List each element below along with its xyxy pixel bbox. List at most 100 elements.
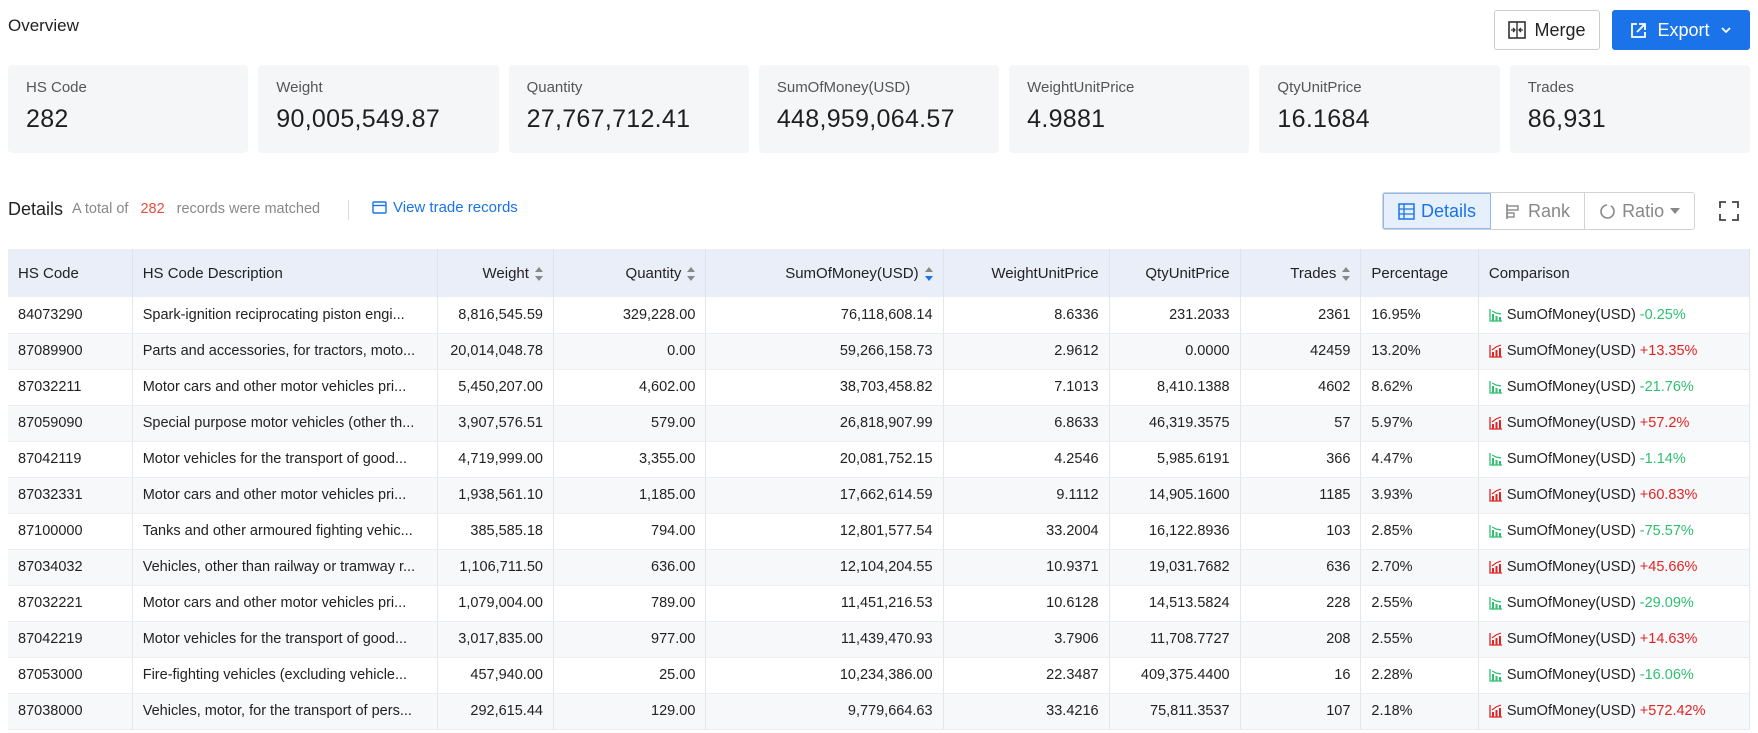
cell-sum-of-money: 12,801,577.54 (705, 513, 944, 550)
tab-rank[interactable]: Rank (1491, 193, 1586, 229)
view-trade-records-link[interactable]: View trade records (372, 199, 518, 216)
cell-weight: 20,014,048.78 (437, 333, 554, 370)
table-header-row: HS Code HS Code Description Weight Quant… (8, 249, 1751, 297)
cell-description: Motor cars and other motor vehicles pri.… (132, 477, 438, 514)
card-label: HS Code (26, 79, 87, 96)
comparison-change: -75.57% (1639, 523, 1694, 539)
details-bar: Details A total of 282 records were matc… (8, 192, 1750, 232)
cell-hs-code: 87032221 (8, 585, 133, 622)
col-weight-unit-price: WeightUnitPrice (943, 249, 1110, 297)
cell-comparison[interactable]: SumOfMoney(USD) +13.35% (1478, 333, 1751, 370)
cell-weight-unit-price: 4.2546 (943, 441, 1110, 478)
cell-comparison[interactable]: SumOfMoney(USD) -1.14% (1478, 441, 1751, 478)
table-row[interactable]: 87042219 Motor vehicles for the transport… (8, 621, 1751, 658)
comparison-change: +57.2% (1639, 415, 1690, 431)
cell-quantity: 794.00 (553, 513, 707, 550)
cell-percentage: 2.55% (1360, 585, 1479, 622)
cell-weight-unit-price: 22.3487 (943, 657, 1110, 694)
tab-ratio[interactable]: Ratio (1585, 193, 1695, 229)
sort-icon[interactable] (1342, 266, 1351, 281)
cell-qty-unit-price: 5,985.6191 (1109, 441, 1241, 478)
merge-icon (1508, 21, 1527, 39)
table-row[interactable]: 87032211 Motor cars and other motor vehic… (8, 369, 1751, 406)
cell-comparison[interactable]: SumOfMoney(USD) -29.09% (1478, 585, 1751, 622)
cell-qty-unit-price: 14,513.5824 (1109, 585, 1241, 622)
cell-hs-code: 87059090 (8, 405, 133, 442)
cell-comparison[interactable]: SumOfMoney(USD) -16.06% (1478, 657, 1751, 694)
col-trades[interactable]: Trades (1240, 249, 1362, 297)
col-weight[interactable]: Weight (437, 249, 554, 297)
col-sum-of-money[interactable]: SumOfMoney(USD) (705, 249, 944, 297)
cell-trades: 208 (1240, 621, 1362, 658)
cell-comparison[interactable]: SumOfMoney(USD) -21.76% (1478, 369, 1751, 406)
card-label: Quantity (526, 79, 583, 96)
card-label: Trades (1527, 79, 1574, 96)
export-button[interactable]: Export (1612, 10, 1750, 50)
tab-rank-label: Rank (1528, 200, 1571, 221)
cell-comparison[interactable]: SumOfMoney(USD) -75.57% (1478, 513, 1751, 550)
cell-comparison[interactable]: SumOfMoney(USD) +60.83% (1478, 477, 1751, 514)
cell-quantity: 579.00 (553, 405, 707, 442)
sort-icon[interactable] (534, 266, 543, 281)
cell-weight-unit-price: 10.9371 (943, 549, 1110, 586)
card-value: 448,959,064.57 (776, 105, 955, 133)
overview-card: Quantity 27,767,712.41 (508, 65, 749, 153)
trend-down-icon (1489, 669, 1502, 682)
comparison-change: +60.83% (1639, 487, 1698, 503)
table-row[interactable]: 87034032 Vehicles, other than railway or … (8, 549, 1751, 586)
table-row[interactable]: 87053000 Fire-fighting vehicles (excludin… (8, 657, 1751, 694)
table-row[interactable]: 84073290 Spark-ignition reciprocating pis… (8, 297, 1751, 334)
cell-hs-code: 87032331 (8, 477, 133, 514)
trend-down-icon (1489, 525, 1502, 538)
cell-comparison[interactable]: SumOfMoney(USD) +45.66% (1478, 549, 1751, 586)
cell-quantity: 0.00 (553, 333, 707, 370)
comparison-metric: SumOfMoney(USD) (1506, 631, 1636, 647)
comparison-change: -29.09% (1639, 595, 1694, 611)
comparison-metric: SumOfMoney(USD) (1506, 595, 1636, 611)
trend-up-icon (1489, 632, 1502, 646)
table-row[interactable]: 87042119 Motor vehicles for the transport… (8, 441, 1751, 478)
cell-quantity: 3,355.00 (553, 441, 707, 478)
table-row[interactable]: 87100000 Tanks and other armoured fightin… (8, 513, 1751, 550)
cell-comparison[interactable]: SumOfMoney(USD) +57.2% (1478, 405, 1751, 442)
card-value: 27,767,712.41 (526, 105, 691, 133)
comparison-change: -21.76% (1639, 379, 1694, 395)
cell-percentage: 2.70% (1360, 549, 1479, 586)
cell-trades: 103 (1240, 513, 1362, 550)
cell-comparison[interactable]: SumOfMoney(USD) -0.25% (1478, 297, 1751, 334)
comparison-metric: SumOfMoney(USD) (1506, 523, 1636, 539)
cell-description: Motor vehicles for the transport of good… (132, 441, 438, 478)
cell-qty-unit-price: 46,319.3575 (1109, 405, 1241, 442)
table-row[interactable]: 87089900 Parts and accessories, for tract… (8, 333, 1751, 370)
card-value: 16.1684 (1277, 105, 1370, 133)
table-row[interactable]: 87032331 Motor cars and other motor vehic… (8, 477, 1751, 514)
sort-icon[interactable] (687, 266, 696, 281)
records-count: 282 (140, 201, 165, 217)
ratio-icon (1600, 203, 1615, 219)
cell-weight-unit-price: 10.6128 (943, 585, 1110, 622)
col-percentage: Percentage (1360, 249, 1479, 297)
cell-weight-unit-price: 9.1112 (943, 477, 1110, 514)
table-row[interactable]: 87059090 Special purpose motor vehicles (… (8, 405, 1751, 442)
overview-cards: HS Code 282 Weight 90,005,549.87 Quantity 27,… (8, 65, 1750, 153)
table-row[interactable]: 87032221 Motor cars and other motor vehic… (8, 585, 1751, 622)
tab-details-label: Details (1421, 200, 1477, 221)
merge-button[interactable]: Merge (1494, 10, 1600, 50)
cell-comparison[interactable]: SumOfMoney(USD) +14.63% (1478, 621, 1751, 658)
cell-weight: 3,017,835.00 (437, 621, 554, 658)
col-quantity[interactable]: Quantity (553, 249, 707, 297)
caret-down-icon (1670, 208, 1681, 214)
table-row[interactable]: 87038000 Vehicles, motor, for the transpo… (8, 693, 1751, 730)
cell-sum-of-money: 11,439,470.93 (705, 621, 944, 658)
cell-qty-unit-price: 409,375.4400 (1109, 657, 1241, 694)
records-prefix: A total of (72, 201, 129, 217)
cell-description: Vehicles, other than railway or tramway … (132, 549, 438, 586)
records-suffix: records were matched (176, 201, 321, 217)
fullscreen-icon[interactable] (1718, 200, 1740, 222)
sort-desc-icon[interactable] (924, 266, 933, 281)
overview-card: WeightUnitPrice 4.9881 (1009, 65, 1250, 153)
overview-card: Trades 86,931 (1509, 65, 1750, 153)
tab-details[interactable]: Details (1383, 193, 1492, 229)
cell-weight-unit-price: 33.2004 (943, 513, 1110, 550)
cell-comparison[interactable]: SumOfMoney(USD) +572.42% (1478, 693, 1751, 730)
